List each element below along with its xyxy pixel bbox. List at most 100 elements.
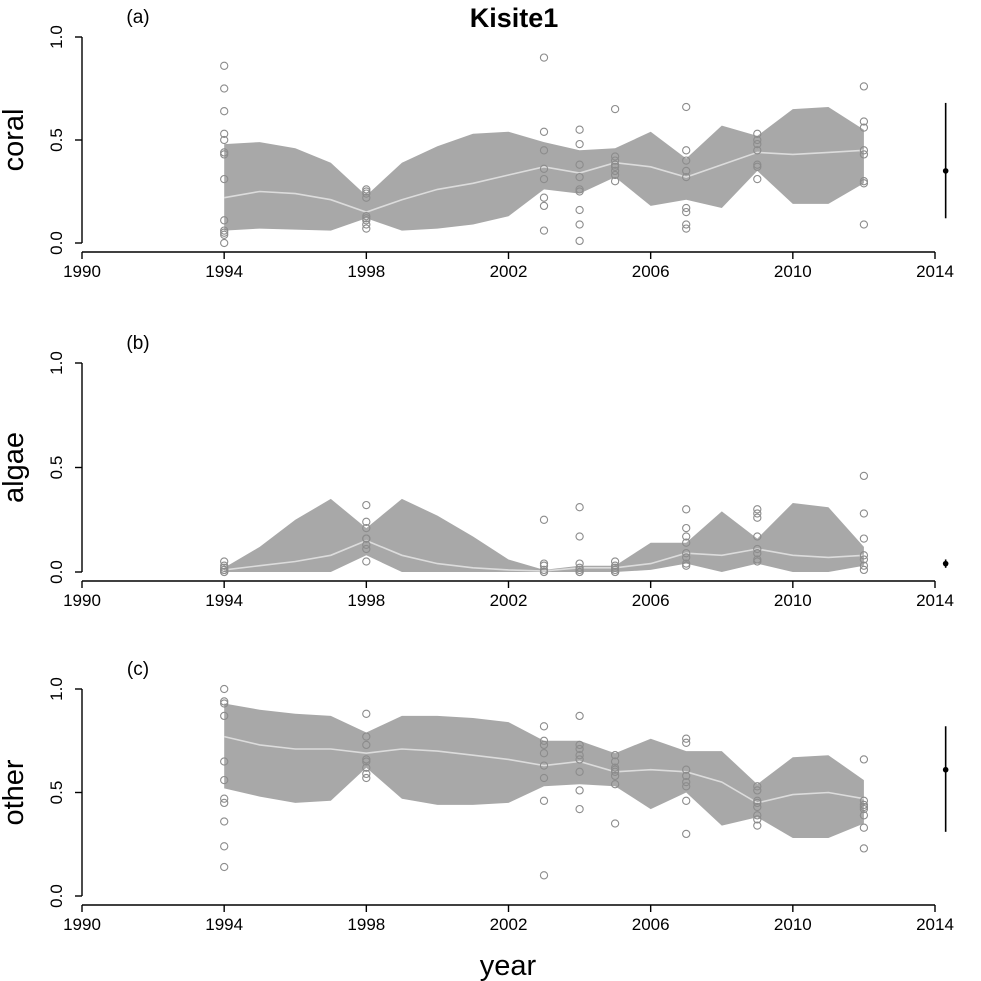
data-point: [682, 777, 691, 787]
data-point: [859, 811, 869, 820]
data-point: [220, 794, 229, 803]
data-point: [682, 166, 691, 176]
data-point: [539, 226, 549, 235]
y-tick-label: 1.0: [47, 351, 66, 375]
data-point: [859, 796, 869, 805]
data-point: [220, 148, 229, 157]
data-point: [753, 549, 762, 558]
data-point: [539, 749, 549, 758]
data-point: [575, 236, 584, 246]
data-point: [362, 757, 371, 766]
data-point: [610, 751, 620, 760]
data-point: [859, 551, 869, 560]
data-point: [362, 517, 371, 526]
data-point: [362, 523, 371, 533]
data-point: [753, 129, 762, 138]
data-point: [753, 811, 762, 820]
data-point: [539, 174, 549, 184]
data-point: [220, 557, 229, 566]
data-point: [610, 771, 620, 781]
data-point: [753, 139, 762, 149]
data-point: [682, 771, 691, 781]
data-point: [362, 740, 371, 750]
data-point: [220, 699, 229, 708]
data-point: [753, 798, 762, 808]
x-tick-label: 1998: [347, 262, 385, 281]
data-point: [859, 561, 869, 570]
data-point: [610, 763, 620, 772]
data-point: [362, 732, 371, 741]
data-point: [539, 722, 549, 731]
data-point: [220, 684, 229, 694]
data-point: [682, 738, 691, 747]
data-point: [220, 711, 229, 721]
data-point: [575, 187, 584, 196]
y-tick-label: 0.0: [47, 231, 66, 255]
data-point: [539, 146, 549, 155]
data-point: [753, 513, 762, 522]
data-point: [859, 802, 869, 812]
data-point: [575, 751, 584, 760]
data-point: [575, 567, 584, 577]
data-point: [539, 201, 549, 211]
data-point: [753, 782, 762, 791]
data-point: [220, 174, 229, 184]
y-tick-label: 0.5: [47, 781, 66, 805]
data-point: [220, 817, 229, 826]
y-axis-label-other: other: [0, 759, 30, 825]
data-point: [362, 755, 371, 764]
data-point: [610, 819, 620, 828]
data-point: [220, 775, 229, 785]
data-point: [859, 471, 869, 481]
data-point: [682, 549, 691, 558]
data-point: [220, 228, 229, 237]
data-point: [575, 125, 584, 134]
data-point: [362, 189, 371, 198]
x-tick-label: 2010: [774, 591, 812, 610]
data-point: [682, 559, 691, 568]
data-point: [753, 544, 762, 554]
data-point: [753, 821, 762, 830]
data-point: [753, 786, 762, 795]
data-point: [575, 139, 584, 149]
x-tick-label: 1994: [205, 591, 243, 610]
data-point: [682, 523, 691, 533]
data-point: [682, 224, 691, 233]
data-point: [220, 565, 229, 575]
x-tick-label: 1990: [63, 915, 101, 934]
data-point: [682, 829, 691, 839]
data-point: [682, 172, 691, 182]
data-point: [220, 135, 229, 145]
data-point: [362, 769, 371, 779]
y-tick-label: 1.0: [47, 677, 66, 701]
x-tick-label: 1990: [63, 591, 101, 610]
panel-coral: 1990 1994 1998 2002 2006 2010 2014 0.0 0.5 1.0 cor…: [0, 7, 954, 281]
data-point: [610, 160, 620, 169]
data-point: [859, 804, 869, 814]
data-point: [682, 561, 691, 570]
data-point: [362, 193, 371, 202]
data-point: [220, 798, 229, 808]
y-tick-label: 0.5: [47, 128, 66, 152]
data-point: [859, 123, 869, 132]
data-point: [753, 802, 762, 812]
data-point: [539, 796, 549, 805]
data-point: [859, 177, 869, 186]
data-point: [575, 804, 584, 814]
data-point: [575, 559, 584, 568]
data-point: [539, 164, 549, 173]
data-point: [362, 220, 371, 229]
panel-label-other: (c): [127, 659, 149, 680]
data-point: [539, 559, 549, 568]
data-point: [362, 500, 371, 510]
data-point: [753, 815, 762, 824]
y-axis-label-coral: coral: [0, 109, 30, 172]
panel-label-coral: (a): [126, 7, 149, 28]
data-point: [575, 744, 584, 754]
data-point: [753, 174, 762, 184]
x-tick-label: 2006: [632, 262, 670, 281]
y-tick-label: 0.0: [47, 884, 66, 908]
data-point: [610, 166, 620, 176]
data-point: [575, 740, 584, 750]
data-point: [682, 765, 691, 774]
